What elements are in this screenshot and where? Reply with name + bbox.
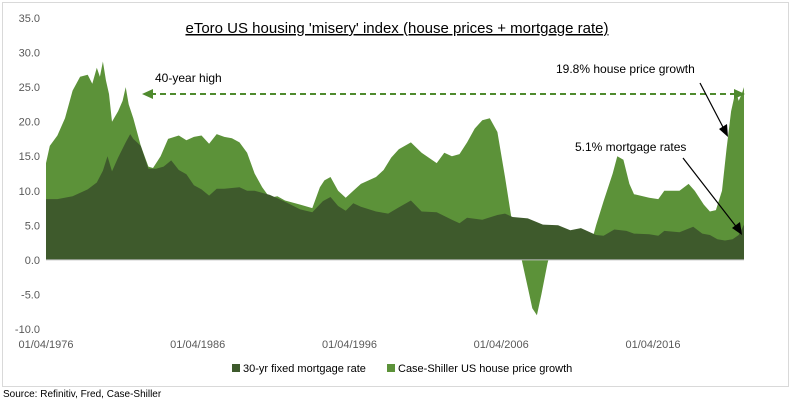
source-note: Source: Refinitiv, Fred, Case-Shiller — [3, 389, 162, 400]
y-tick-label: -10.0 — [15, 324, 40, 336]
y-tick-label: 10.0 — [19, 186, 40, 198]
legend-label-mortgage: 30-yr fixed mortgage rate — [243, 363, 366, 375]
arrowhead-right — [734, 89, 745, 99]
misery-index-chart: eToro US housing 'misery' index (house p… — [15, 13, 745, 375]
mortgage-pointer-head — [732, 222, 742, 235]
x-tick-label: 01/04/1996 — [322, 339, 377, 351]
arrowhead-left — [142, 89, 153, 99]
x-tick-label: 01/04/2006 — [474, 339, 529, 351]
legend: 30-yr fixed mortgage rate Case-Shiller U… — [232, 363, 572, 375]
legend-swatch-mortgage — [232, 364, 240, 372]
y-tick-label: 5.0 — [25, 220, 40, 232]
x-tick-label: 01/04/1986 — [170, 339, 225, 351]
mortgage-pointer — [682, 157, 739, 230]
area-mortgage-rate — [46, 134, 744, 260]
chart-frame: eToro US housing 'misery' index (house p… — [2, 2, 789, 387]
annotation-forty-year-high: 40-year high — [155, 71, 222, 85]
annotation-mortgage-rates: 5.1% mortgage rates — [575, 140, 686, 154]
legend-swatch-house-price — [387, 364, 395, 372]
y-tick-label: 0.0 — [25, 255, 40, 267]
annotation-group: 40-year high 19.8% house price growth 5.… — [142, 62, 745, 235]
y-tick-label: 35.0 — [19, 13, 40, 25]
plot-areas — [46, 61, 744, 316]
y-tick-label: 20.0 — [19, 117, 40, 129]
x-tick-label: 01/04/1976 — [18, 339, 73, 351]
y-tick-label: 30.0 — [19, 48, 40, 60]
house-price-pointer — [699, 82, 726, 132]
house-price-pointer-head — [719, 124, 728, 137]
x-axis-ticks: 01/04/1976 01/04/1986 01/04/1996 01/04/2006… — [18, 339, 680, 351]
legend-label-house-price: Case-Shiller US house price growth — [398, 363, 572, 375]
y-tick-label: -5.0 — [21, 289, 40, 301]
y-axis-ticks: 35.0 30.0 25.0 20.0 15.0 10.0 5.0 0.0 -5.0 -10.0 — [15, 13, 40, 336]
annotation-house-price-growth: 19.8% house price growth — [556, 62, 695, 76]
y-tick-label: 25.0 — [19, 82, 40, 94]
x-tick-label: 01/04/2016 — [625, 339, 680, 351]
y-tick-label: 15.0 — [19, 151, 40, 163]
chart-title: eToro US housing 'misery' index (house p… — [185, 20, 608, 37]
